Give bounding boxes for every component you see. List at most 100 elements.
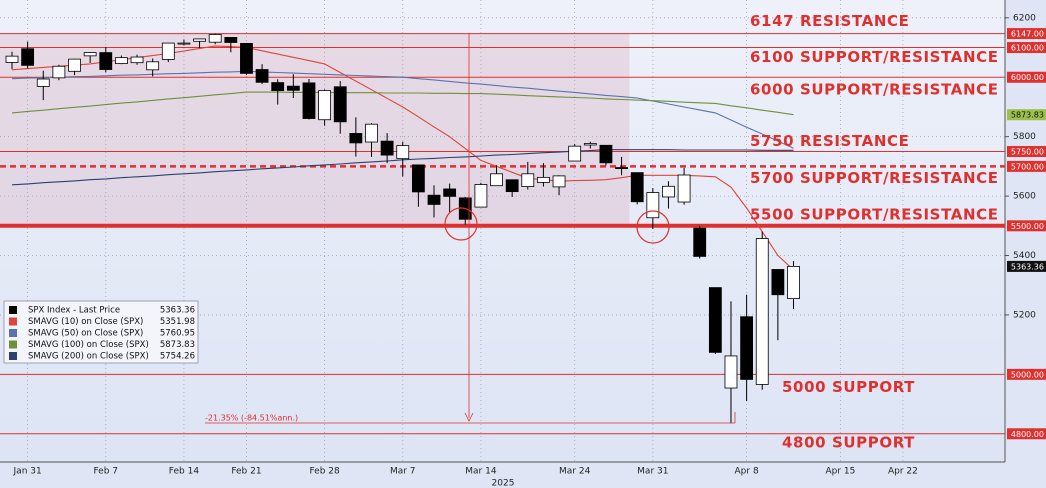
candle-body <box>365 123 378 143</box>
candle-body <box>662 185 675 198</box>
x-tick-label: Mar 7 <box>390 467 416 477</box>
legend-value: 5754.26 <box>160 352 195 362</box>
drawdown-label: -21.35% (-84.51%ann.) <box>205 414 298 423</box>
candle-body <box>740 316 754 380</box>
level-box-label: 5500.00 <box>1011 222 1044 231</box>
level-box <box>1007 368 1046 380</box>
legend-value: 5363.36 <box>160 306 195 316</box>
candle-body <box>615 167 628 169</box>
level-box-label: 4800.00 <box>1011 430 1044 439</box>
level-box <box>1007 42 1046 54</box>
candle-body <box>224 37 238 43</box>
y-tick-label: 6200 <box>1013 13 1036 23</box>
candle-body <box>83 52 97 57</box>
candle-body <box>36 78 50 87</box>
x-tick-label: Feb 28 <box>309 467 340 477</box>
candle-body <box>427 194 441 205</box>
x-tick-label: Jan 31 <box>13 467 42 477</box>
ma-line <box>11 70 794 149</box>
legend-swatch <box>9 317 17 326</box>
legend-label: SMAVG (10) on Close (SPX) <box>28 317 143 327</box>
level-annotation: 4800 SUPPORT <box>782 433 915 451</box>
candle-body <box>318 90 332 121</box>
candle-body <box>193 38 206 42</box>
candle-body <box>677 174 691 203</box>
candle-body <box>693 227 707 257</box>
candle-body <box>396 145 410 160</box>
x-tick-label: Feb 7 <box>94 467 119 477</box>
level-box <box>1007 28 1046 40</box>
candle-body <box>255 69 269 83</box>
candle-body <box>177 42 191 45</box>
level-annotation: 5000 SUPPORT <box>782 378 915 396</box>
candle-body <box>630 172 644 203</box>
candle-body <box>271 82 285 92</box>
candle-body <box>146 61 160 71</box>
x-tick-label: Mar 31 <box>637 467 668 477</box>
legend-label: SMAVG (200) on Close (SPX) <box>28 352 149 362</box>
y-tick-label: 5200 <box>1013 310 1036 320</box>
candle-body <box>240 42 253 74</box>
y-tick-label: 5600 <box>1013 192 1036 202</box>
candle-body <box>208 34 222 43</box>
legend-box <box>3 300 199 364</box>
level-box <box>1007 220 1046 232</box>
candle-body <box>349 133 363 144</box>
candle-body <box>505 179 519 193</box>
candle-body <box>787 265 800 299</box>
x-tick-label: Apr 8 <box>735 467 759 477</box>
legend-label: SPX Index - Last Price <box>28 306 120 316</box>
level-box <box>1007 71 1046 83</box>
legend-value: 5873.83 <box>160 340 195 350</box>
candle-body <box>333 86 347 123</box>
level-box-label: 5750.00 <box>1011 148 1044 157</box>
candle-body <box>771 269 785 296</box>
candle-body <box>490 173 503 187</box>
candle-body <box>755 238 769 385</box>
y-tick-label: 5400 <box>1013 251 1036 261</box>
ma-box-label: 5873.83 <box>1011 111 1044 120</box>
level-annotation: 6147 RESISTANCE <box>750 12 909 30</box>
candle-body <box>537 176 550 183</box>
ma-line <box>11 91 794 116</box>
x-tick-label: Apr 22 <box>888 467 918 477</box>
x-tick-label: Feb 14 <box>169 467 200 477</box>
highlight-circle <box>444 207 478 241</box>
candle-body <box>380 140 394 156</box>
level-box-label: 5000.00 <box>1011 370 1044 379</box>
legend-swatch <box>9 329 17 337</box>
highlight-circle <box>636 210 670 244</box>
candle-body <box>302 82 316 119</box>
candle-body <box>52 65 66 79</box>
candle-body <box>21 48 35 66</box>
x-tick-label: Feb 21 <box>231 467 261 477</box>
candle-body <box>130 56 144 64</box>
level-box-label: 6000.00 <box>1011 73 1044 82</box>
legend-value: 5760.95 <box>160 329 195 339</box>
legend-label: SMAVG (100) on Close (SPX) <box>28 340 149 350</box>
legend-swatch <box>9 306 17 314</box>
level-box-label: 6100.00 <box>1011 44 1044 53</box>
level-annotation: 5750 RESISTANCE <box>750 132 909 150</box>
candle-body <box>68 58 81 72</box>
candle-body <box>708 287 722 353</box>
candle-body <box>599 144 613 164</box>
price-box <box>1007 260 1046 272</box>
candle-body <box>411 164 425 193</box>
candle-body <box>583 143 597 146</box>
candle-body <box>443 188 457 197</box>
level-box-label: 5700.00 <box>1011 162 1044 171</box>
ma-box <box>1007 109 1046 121</box>
candle-body <box>646 192 660 219</box>
candle-body <box>568 145 582 162</box>
x-tick-label: Mar 14 <box>465 467 497 477</box>
candle-body <box>99 52 113 70</box>
level-annotation: 6100 SUPPORT/RESISTANCE <box>750 48 999 66</box>
level-box-label: 6147.00 <box>1011 30 1044 39</box>
price-box-label: 5363.36 <box>1011 262 1044 271</box>
drawdown-arrow <box>464 412 474 422</box>
candle-body <box>521 173 535 187</box>
level-annotation: 5700 SUPPORT/RESISTANCE <box>750 169 999 187</box>
level-annotation: 5500 SUPPORT/RESISTANCE <box>750 205 999 223</box>
y-tick-label: 5800 <box>1013 132 1036 142</box>
